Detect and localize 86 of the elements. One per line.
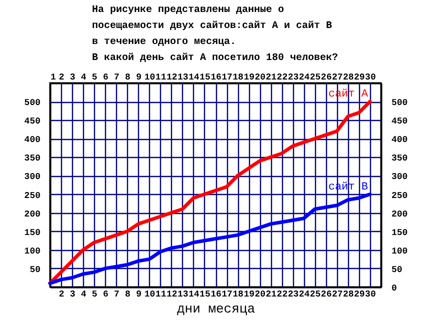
x-tick-label: 10 — [144, 290, 156, 300]
x-tick-label: 2 — [58, 290, 64, 300]
x2-tick-label: 4 — [80, 72, 87, 82]
x2-tick-label: 3 — [70, 72, 76, 82]
x-axis-title: дни месяца — [176, 302, 256, 316]
x2-tick-label: 10 — [144, 72, 156, 82]
x-tick-label: 30 — [365, 290, 376, 300]
x2-tick-label: 24 — [298, 72, 310, 82]
y-tick-label: 450 — [24, 116, 40, 127]
x2-tick-label: 14 — [188, 72, 200, 82]
x2-tick-label: 1 — [50, 72, 56, 82]
x-tick-label: 26 — [320, 290, 332, 300]
x-tick-label: 25 — [310, 290, 321, 300]
y2-tick-label: 200 — [392, 209, 408, 220]
x2-tick-label: 7 — [114, 72, 120, 82]
x-tick-label: 20 — [254, 290, 266, 300]
y-tick-label: 350 — [24, 154, 40, 164]
x-tick-label: 27 — [332, 290, 343, 300]
y2-tick-label: 0 — [392, 284, 397, 294]
x2-tick-label: 29 — [354, 72, 365, 82]
x2-tick-label: 25 — [310, 72, 321, 82]
x-tick-label: 8 — [125, 290, 130, 300]
x-tick-label: 5 — [92, 290, 98, 300]
x2-tick-label: 27 — [332, 72, 343, 82]
x-tick-label: 15 — [200, 290, 210, 300]
y2-tick-label: 400 — [392, 135, 408, 146]
y2-tick-label: 150 — [392, 228, 408, 238]
x-tick-label: 4 — [80, 290, 87, 300]
x-tick-label: 19 — [244, 290, 255, 300]
y-tick-label: 250 — [24, 190, 40, 201]
text: На рисунке представлены данные о — [92, 5, 284, 16]
x-tick-label: 3 — [70, 290, 76, 300]
y-tick-label: 100 — [24, 246, 40, 256]
x-tick-label: 24 — [298, 290, 310, 300]
x2-tick-label: 5 — [92, 72, 98, 82]
x2-tick-label: 20 — [254, 72, 266, 82]
x-tick-label: 23 — [288, 290, 299, 300]
x-tick-label: 16 — [210, 290, 222, 300]
x2-tick-label: 11 — [155, 72, 167, 82]
text: в течение одного месяца. — [92, 37, 236, 48]
x-tick-label: 12 — [166, 290, 178, 300]
x2-tick-label: 22 — [276, 72, 288, 82]
x-tick-label: 17 — [222, 290, 232, 300]
x2-tick-label: 2 — [58, 72, 64, 82]
text: посещаемости двух сайтов:сайт А и сайт В — [92, 21, 332, 32]
y2-tick-label: 100 — [392, 246, 408, 256]
x2-tick-label: 18 — [232, 72, 244, 82]
y2-tick-label: 250 — [392, 190, 408, 201]
x-tick-label: 18 — [232, 290, 244, 300]
x2-tick-label: 21 — [266, 72, 278, 82]
y-tick-label: 300 — [24, 172, 40, 182]
x2-tick-label: 17 — [222, 72, 232, 82]
y2-tick-label: 350 — [392, 154, 408, 164]
y2-tick-label: 300 — [392, 172, 408, 182]
x2-tick-label: 6 — [102, 72, 108, 82]
x2-tick-label: 13 — [177, 72, 188, 82]
y-tick-label: 50 — [30, 264, 40, 275]
x-tick-label: 28 — [342, 290, 354, 300]
y-tick-label: 400 — [24, 135, 40, 146]
x2-tick-label: 9 — [136, 72, 142, 82]
y2-tick-label: 50 — [392, 264, 402, 275]
x-tick-label: 21 — [266, 290, 278, 300]
x-tick-label: 22 — [276, 290, 288, 300]
x2-tick-label: 16 — [210, 72, 222, 82]
y-tick-label: 150 — [24, 228, 40, 238]
x-tick-label: 14 — [188, 290, 200, 300]
x-tick-label: 6 — [102, 290, 108, 300]
x2-tick-label: 8 — [125, 72, 130, 82]
x2-tick-label: 15 — [200, 72, 210, 82]
y2-tick-label: 450 — [392, 116, 408, 127]
line-series — [48, 192, 372, 286]
x-tick-label: 13 — [177, 290, 188, 300]
y2-tick-label: 500 — [392, 98, 408, 108]
y-tick-label: 200 — [24, 209, 40, 220]
x-tick-label: 7 — [114, 290, 120, 300]
x-tick-label: 29 — [354, 290, 365, 300]
x2-tick-label: 19 — [244, 72, 255, 82]
x-tick-label: 11 — [155, 290, 167, 300]
y-tick-label: 500 — [24, 98, 40, 108]
x2-tick-label: 12 — [166, 72, 178, 82]
text: В какой день сайт А посетило 180 человек? — [92, 53, 338, 64]
x2-tick-label: 26 — [320, 72, 332, 82]
x-tick-label: 9 — [136, 290, 142, 300]
x2-tick-label: 30 — [365, 72, 376, 82]
x2-tick-label: 28 — [342, 72, 354, 82]
x2-tick-label: 23 — [288, 72, 299, 82]
